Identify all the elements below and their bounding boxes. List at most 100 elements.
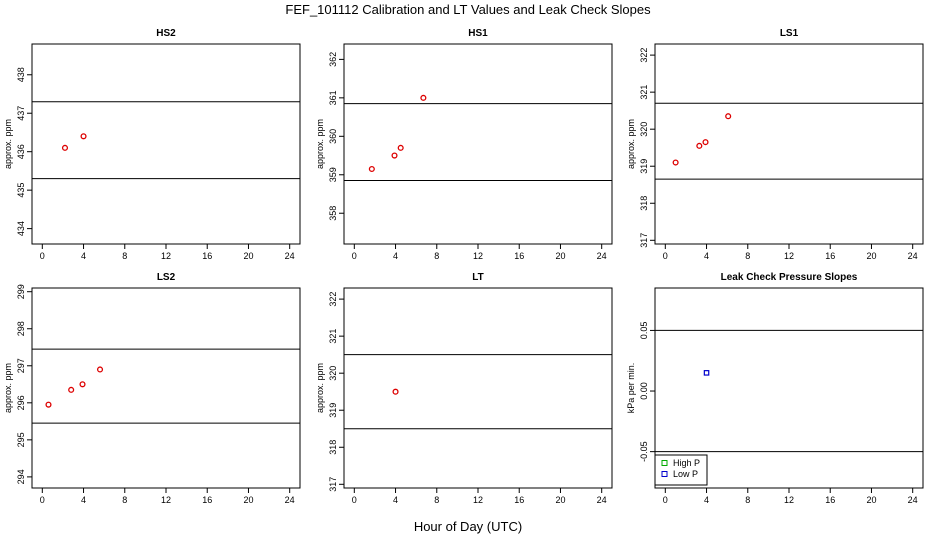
y-tick-label: 299 [16,284,26,299]
x-tick-label: 24 [908,251,918,261]
panel-3: LS2 0 4 8 12 16 20 24 294 295 296 297 298 299 approx. … [3,272,301,505]
x-tick-label: 16 [825,251,835,261]
y-tick-label: 297 [16,358,26,373]
y-tick-label: 294 [16,469,26,484]
legend-marker [661,471,668,477]
y-tick-label: 436 [16,144,26,159]
y-tick-label: -0.05 [639,441,649,462]
x-tick-label: 12 [784,495,794,505]
x-tick-label: 16 [514,251,524,261]
x-tick-label: 20 [555,251,565,261]
data-point [79,381,86,388]
data-point [702,139,709,146]
x-tick-label: 8 [745,251,750,261]
x-tick-label: 4 [704,495,709,505]
y-tick-label: 322 [328,292,338,307]
plot-frame [343,43,613,245]
x-tick-label: 24 [908,495,918,505]
y-tick-label: 360 [328,129,338,144]
y-tick-label: 321 [328,329,338,344]
panel-title: HS1 [468,28,488,39]
y-tick-label: 435 [16,183,26,198]
data-point [672,159,679,166]
data-point [725,113,732,120]
data-point [368,165,375,173]
plot-frame [31,43,301,245]
y-tick-label: 322 [639,48,649,63]
y-axis-label: kPa per min. [626,363,636,414]
data-point [397,144,404,151]
y-axis-label: approx. ppm [3,119,13,169]
x-tick-label: 4 [393,495,398,505]
x-tick-label: 20 [555,495,565,505]
x-tick-label: 24 [597,495,607,505]
x-axis-label: Hour of Day (UTC) [413,519,523,534]
x-tick-label: 20 [866,495,876,505]
panel-title: Leak Check Pressure Slopes [721,272,858,283]
y-tick-label: 434 [16,221,26,236]
legend-marker [661,460,668,466]
main-title: FEF_101112 Calibration and LT Values and… [285,2,651,17]
data-point [420,94,427,101]
data-point [96,366,104,373]
panel-title: LS2 [157,272,176,283]
x-tick-label: 8 [745,495,750,505]
x-tick-label: 20 [243,495,253,505]
panel-1: HS1 0 4 8 12 16 20 24 358 359 360 361 362 approx. ppm [315,28,613,261]
y-tick-label: 0.00 [639,382,649,400]
data-point [391,152,398,159]
x-tick-label: 8 [122,251,127,261]
data-point [68,386,75,393]
x-tick-label: 0 [352,251,357,261]
y-tick-label: 321 [639,85,649,100]
x-tick-label: 20 [866,251,876,261]
y-tick-label: 359 [328,167,338,182]
x-tick-label: 12 [161,251,171,261]
y-axis-label: approx. ppm [315,363,325,413]
x-tick-label: 12 [473,251,483,261]
y-tick-label: 0.05 [639,322,649,340]
legend-label: Low P [673,469,698,479]
x-tick-label: 16 [514,495,524,505]
x-tick-label: 0 [663,251,668,261]
data-point [703,370,710,376]
panel-2: LS1 0 4 8 12 16 20 24 317 318 319 320 321 322 approx. … [626,28,924,261]
y-tick-label: 361 [328,90,338,105]
y-tick-label: 295 [16,432,26,447]
panel-0: HS2 0 4 8 12 16 20 24 434 435 436 437 438 approx. ppm [3,28,301,261]
panel-title: HS2 [156,28,176,39]
panel-5: Leak Check Pressure Slopes 0 4 8 12 16 20 24 -0.… [626,272,924,505]
data-point [61,144,69,151]
y-axis-label: approx. ppm [315,119,325,169]
x-tick-label: 24 [597,251,607,261]
y-tick-label: 317 [639,233,649,248]
x-tick-label: 4 [704,251,709,261]
x-tick-label: 4 [81,251,86,261]
y-tick-label: 320 [639,122,649,137]
x-tick-label: 4 [393,251,398,261]
x-tick-label: 8 [434,495,439,505]
y-tick-label: 362 [328,52,338,67]
x-tick-label: 0 [663,495,668,505]
panel-4: LT 0 4 8 12 16 20 24 317 318 319 320 321 322 approx. p… [315,272,613,505]
y-tick-label: 437 [16,106,26,121]
x-tick-label: 16 [202,495,212,505]
panel-title: LT [472,272,483,283]
x-tick-label: 16 [825,495,835,505]
x-tick-label: 0 [40,251,45,261]
panel-title: LS1 [780,28,799,39]
x-tick-label: 12 [473,495,483,505]
y-tick-label: 320 [328,366,338,381]
x-tick-label: 4 [81,495,86,505]
y-tick-label: 318 [639,196,649,211]
x-tick-label: 12 [784,251,794,261]
y-tick-label: 438 [16,67,26,82]
x-tick-label: 24 [285,251,295,261]
y-tick-label: 298 [16,321,26,336]
data-point [696,142,703,149]
x-tick-label: 12 [161,495,171,505]
plot-frame [343,287,613,489]
x-tick-label: 24 [285,495,295,505]
y-tick-label: 296 [16,395,26,410]
